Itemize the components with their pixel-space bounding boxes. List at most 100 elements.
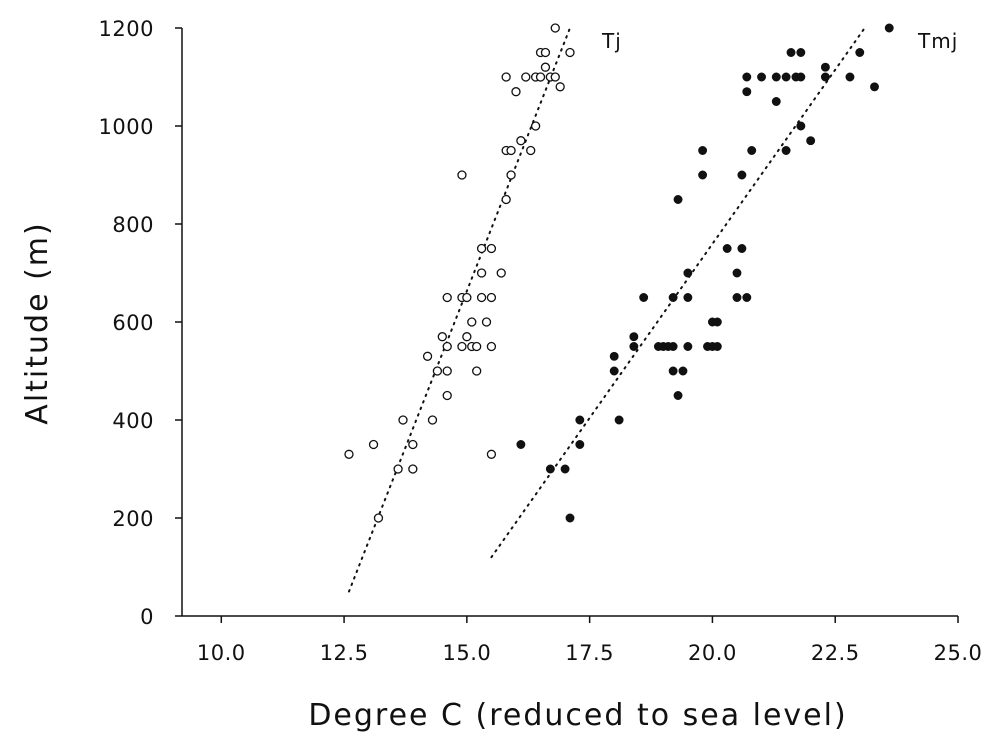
data-point-tj — [442, 341, 452, 352]
data-point-tmj — [639, 293, 649, 302]
data-point-tmj — [771, 97, 781, 106]
data-point-tj — [555, 82, 565, 92]
y-tick-label: 600 — [112, 311, 154, 335]
x-tick-label: 22.5 — [811, 641, 860, 665]
x-tick-label: 12.5 — [320, 641, 369, 665]
data-point-tj — [481, 317, 492, 327]
data-point-tj — [373, 513, 384, 523]
data-point-tj — [535, 72, 546, 82]
data-point-tj — [442, 390, 452, 401]
data-point-tj — [442, 366, 452, 376]
data-point-tmj — [668, 366, 678, 376]
axes — [181, 28, 958, 617]
data-point-tj — [550, 23, 560, 33]
data-point-tmj — [884, 23, 894, 33]
data-point-tj — [442, 292, 452, 303]
data-point-tj — [516, 136, 526, 146]
data-point-tj — [486, 449, 497, 459]
y-axis-ticks: 0 200 400 600 800 1000 1200 — [99, 17, 182, 629]
data-point-tmj — [698, 170, 708, 180]
data-point-tmj — [712, 342, 722, 351]
data-point-tj — [344, 449, 354, 459]
data-point-tj — [476, 292, 487, 303]
data-point-tj — [462, 292, 472, 303]
data-point-tmj — [722, 244, 732, 253]
data-point-tj — [408, 464, 418, 474]
data-point-tmj — [678, 366, 688, 376]
y-tick-label: 1000 — [99, 115, 154, 139]
data-point-tj — [540, 62, 551, 72]
data-point-tj — [472, 341, 482, 352]
data-point-tj — [486, 243, 497, 254]
data-point-tmj — [737, 170, 747, 180]
y-tick-label: 1200 — [99, 17, 154, 41]
data-point-tj — [526, 145, 536, 156]
y-tick-label: 0 — [140, 605, 154, 629]
data-point-tj — [486, 292, 497, 303]
data-point-tj — [368, 439, 379, 450]
data-point-tj — [521, 72, 531, 82]
x-tick-label: 20.0 — [688, 641, 737, 665]
data-point-tj — [506, 170, 516, 180]
x-tick-label: 17.5 — [565, 641, 614, 665]
data-point-tmj — [786, 48, 796, 57]
data-point-tj — [457, 170, 467, 180]
data-point-tmj — [747, 146, 757, 155]
data-point-tj — [462, 332, 472, 342]
data-point-tmj — [614, 415, 624, 425]
data-point-tmj — [668, 293, 678, 302]
y-tick-label: 800 — [112, 213, 154, 237]
data-point-tj — [501, 194, 511, 205]
y-tick-label: 400 — [112, 409, 154, 433]
data-point-tmj — [855, 48, 865, 57]
data-point-tj — [422, 351, 433, 361]
data-point-tj — [437, 332, 447, 342]
data-point-tj — [476, 268, 487, 278]
data-point-tj — [476, 243, 487, 254]
data-point-tmj — [673, 195, 683, 204]
trend-lines — [347, 27, 866, 593]
x-tick-label: 25.0 — [934, 641, 983, 665]
data-point-tmj — [683, 342, 693, 351]
data-point-tmj — [712, 317, 722, 327]
data-point-tmj — [742, 293, 752, 302]
data-point-tmj — [668, 342, 678, 351]
data-point-tmj — [781, 146, 791, 155]
data-point-tmj — [673, 391, 683, 400]
data-point-tmj — [698, 146, 708, 155]
data-point-tmj — [737, 244, 747, 253]
x-tick-label: 15.0 — [442, 641, 491, 665]
data-point-tmj — [629, 342, 639, 351]
trend-line-tj — [347, 27, 571, 593]
series-label-tmj: Tmj — [917, 29, 958, 53]
data-point-tmj — [796, 48, 806, 57]
data-point-tmj — [742, 72, 752, 82]
data-point-tmj — [575, 415, 585, 425]
data-point-tj — [506, 145, 516, 156]
data-point-tmj — [609, 366, 619, 376]
data-point-tj — [486, 341, 497, 352]
data-point-tj — [432, 366, 443, 376]
data-point-tj — [472, 366, 482, 376]
data-point-tj — [457, 341, 467, 352]
data-point-tmj — [796, 121, 806, 131]
data-point-tj — [427, 415, 438, 425]
x-tick-label: 10.0 — [197, 641, 246, 665]
data-point-tmj — [565, 513, 575, 523]
data-points — [344, 23, 894, 523]
data-point-tmj — [683, 268, 693, 278]
data-point-tmj — [771, 72, 781, 82]
data-point-tj — [398, 415, 408, 425]
trend-line-tmj — [490, 27, 866, 559]
data-point-tmj — [781, 72, 791, 82]
data-point-tmj — [820, 72, 830, 82]
data-point-tmj — [820, 62, 830, 72]
data-point-tmj — [742, 87, 752, 97]
data-point-tj — [393, 464, 403, 474]
data-point-tmj — [575, 440, 585, 449]
data-point-tj — [550, 72, 560, 82]
data-point-tj — [565, 47, 575, 58]
series-label-tj: Tj — [601, 29, 622, 53]
